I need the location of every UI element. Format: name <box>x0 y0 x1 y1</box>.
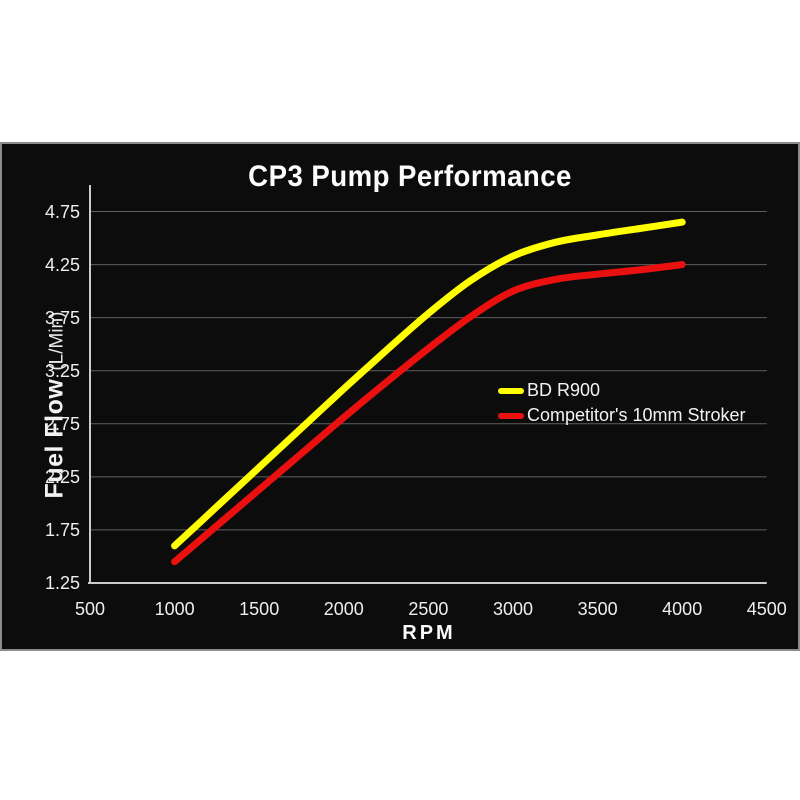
x-tick-label: 4000 <box>662 599 703 619</box>
y-tick-label: 4.75 <box>44 201 80 222</box>
x-tick-label: 1500 <box>239 599 280 619</box>
legend: BD R900 Competitor's 10mm Stroker <box>498 378 746 428</box>
legend-label: Competitor's 10mm Stroker <box>527 405 746 425</box>
y-tick-label: 4.25 <box>44 254 80 275</box>
x-axis-title: RPM <box>402 622 456 644</box>
x-tick-label: 2500 <box>408 599 449 619</box>
legend-swatch-bd-r900 <box>498 387 524 394</box>
x-tick-label: 3500 <box>577 599 618 619</box>
axes <box>88 185 767 584</box>
y-tick-label: 2.25 <box>44 466 80 487</box>
legend-swatch-competitor <box>498 412 524 419</box>
x-tick-label: 1000 <box>154 599 195 619</box>
x-tick-label: 3000 <box>492 599 534 619</box>
y-tick-label: 3.75 <box>44 307 80 328</box>
data-curves <box>171 218 686 566</box>
x-tick-label: 500 <box>74 599 106 619</box>
legend-item: BD R900 <box>498 378 746 403</box>
chart-title: CP3 Pump Performance <box>248 160 572 193</box>
legend-item: Competitor's 10mm Stroker <box>498 403 746 428</box>
y-tick-label: 2.75 <box>44 413 80 434</box>
legend-label: BD R900 <box>527 380 601 400</box>
series-line-0 <box>171 218 686 550</box>
y-tick-label: 1.25 <box>44 573 80 593</box>
y-tick-label: 3.25 <box>44 360 80 381</box>
y-tick-label: 1.75 <box>44 519 80 540</box>
series-line-1 <box>171 261 686 566</box>
x-tick-label: 4500 <box>746 599 787 619</box>
gridlines <box>90 211 767 531</box>
x-tick-label: 2000 <box>323 599 364 619</box>
